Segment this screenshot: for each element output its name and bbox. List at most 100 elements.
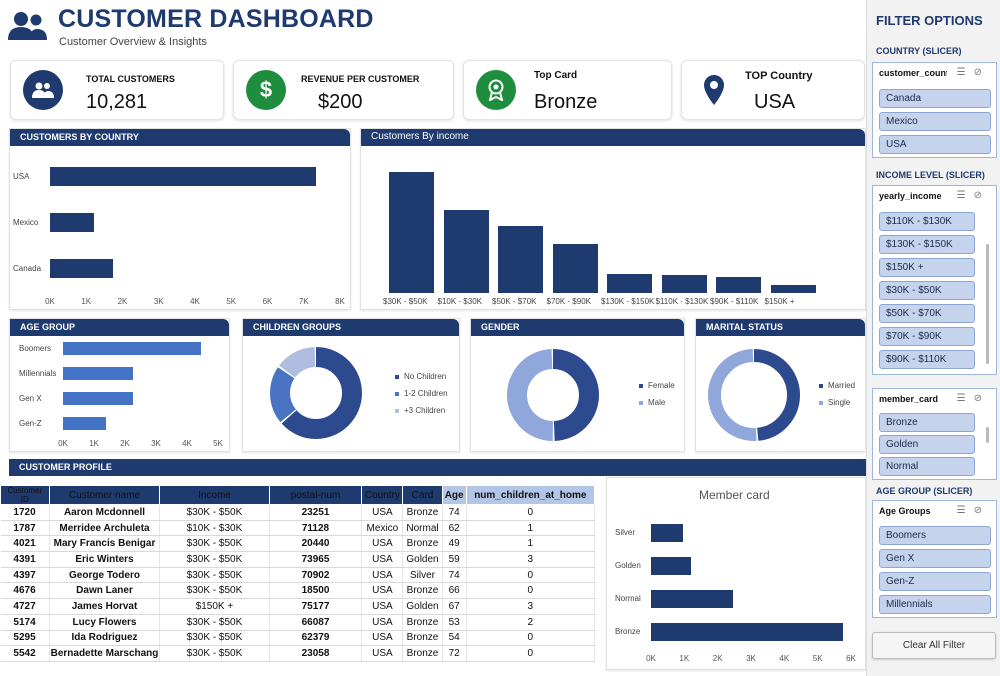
- donut-slice: [708, 349, 800, 441]
- x-tick-label: 0K: [58, 439, 68, 448]
- marital-status-panel: MARITAL STATUS Married Single: [695, 318, 866, 452]
- slicer-item-golden[interactable]: Golden: [879, 435, 975, 454]
- bar: [50, 213, 94, 232]
- table-cell: Bronze: [402, 614, 443, 631]
- clear-all-filter-button[interactable]: Clear All Filter: [872, 632, 996, 659]
- table-row[interactable]: 4676 Dawn Laner $30K - $50K 18500 USA Bronze 6…: [0, 582, 596, 600]
- slicer-item-income[interactable]: $130K - $150K: [879, 235, 975, 254]
- x-tick-label: 3K: [151, 439, 161, 448]
- slicer-item-canada[interactable]: Canada: [879, 89, 991, 108]
- panel-title: CHILDREN GROUPS: [243, 319, 459, 336]
- panel-title: MARITAL STATUS: [696, 319, 865, 336]
- column-header[interactable]: Income: [159, 485, 270, 505]
- multi-select-icon[interactable]: ☰⊘: [956, 190, 990, 201]
- slicer-item-normal[interactable]: Normal: [879, 457, 975, 476]
- table-row[interactable]: 5174 Lucy Flowers $30K - $50K 66087 USA Bronz…: [0, 614, 596, 631]
- x-tick-label: $130K - $150K: [601, 297, 655, 306]
- table-cell: Bernadette Marschang: [49, 645, 161, 662]
- column-header[interactable]: Customer name: [48, 485, 161, 505]
- column-header[interactable]: num_children_at_home: [465, 485, 596, 505]
- table-row[interactable]: 4391 Eric Winters $30K - $50K 73965 USA Golde…: [0, 551, 596, 568]
- table-row[interactable]: 1720 Aaron Mcdonnell $30K - $50K 23251 USA Br…: [0, 504, 596, 521]
- column-header[interactable]: Age: [441, 485, 467, 505]
- table-cell: Golden: [402, 598, 443, 615]
- donut-slice: [507, 349, 599, 441]
- table-row[interactable]: 5295 Ida Rodriguez $30K - $50K 62379 USA Bron…: [0, 630, 596, 647]
- column-header[interactable]: Card: [402, 485, 443, 505]
- x-tick-label: 1K: [89, 439, 99, 448]
- slicer-item-mexico[interactable]: Mexico: [879, 112, 991, 131]
- slicer-item-millennials[interactable]: Millennials: [879, 595, 991, 614]
- table-cell: 0: [466, 645, 596, 662]
- category-label: Golden: [615, 561, 641, 570]
- table-cell: 0: [466, 504, 596, 521]
- multi-select-icon[interactable]: ☰⊘: [956, 505, 990, 516]
- table-row[interactable]: 5542 Bernadette Marschang $30K - $50K 23058…: [0, 645, 596, 662]
- table-cell: 1720: [0, 504, 50, 521]
- column-header[interactable]: Country: [361, 485, 404, 505]
- table-cell: 4676: [0, 582, 50, 600]
- legend-label: Male: [648, 398, 666, 407]
- table-row[interactable]: 4397 George Todero $30K - $50K 70902 USA Silv…: [0, 567, 596, 584]
- table-cell: Aaron Mcdonnell: [49, 504, 161, 521]
- table-cell: Mexico: [361, 520, 404, 537]
- slicer-item-income[interactable]: $70K - $90K: [879, 327, 975, 346]
- slicer-scrollbar[interactable]: [986, 427, 989, 443]
- slicer-item-gen-x[interactable]: Gen X: [879, 549, 991, 568]
- table-cell: 62379: [269, 630, 363, 647]
- slicer-scrollbar[interactable]: [986, 244, 989, 364]
- slicer-item-gen-z[interactable]: Gen-Z: [879, 572, 991, 591]
- slicer-item-boomers[interactable]: Boomers: [879, 526, 991, 545]
- column-header[interactable]: postal-num: [268, 485, 363, 505]
- customer-profile-table: Customer ID Customer name Income postal-…: [0, 485, 596, 662]
- table-cell: Eric Winters: [49, 551, 161, 568]
- column-header[interactable]: Customer ID: [0, 485, 50, 505]
- income-slicer-caption: INCOME LEVEL (SLICER): [876, 170, 985, 180]
- age-slicer-caption: AGE GROUP (SLICER): [876, 486, 973, 496]
- slicer-item-income[interactable]: $150K +: [879, 258, 975, 277]
- multi-select-icon[interactable]: ☰⊘: [956, 67, 990, 78]
- x-tick-label: 3K: [153, 297, 164, 306]
- bar: [651, 524, 683, 542]
- category-label: Boomers: [19, 343, 52, 353]
- bar: [607, 274, 652, 293]
- table-row[interactable]: 1787 Merridee Archuleta $10K - $30K 71128 Me…: [0, 520, 596, 537]
- legend-item: +3 Children: [395, 406, 445, 415]
- table-cell: Dawn Laner: [49, 582, 161, 600]
- bar: [50, 259, 113, 278]
- dashboard-subtitle: Customer Overview & Insights: [59, 36, 207, 48]
- slicer-item-bronze[interactable]: Bronze: [879, 413, 975, 432]
- legend-swatch: [819, 400, 823, 405]
- multi-select-icon[interactable]: ☰⊘: [956, 393, 990, 404]
- table-cell: 66: [442, 582, 467, 600]
- kpi-label: REVENUE PER CUSTOMER: [301, 74, 420, 84]
- table-cell: Normal: [402, 520, 443, 537]
- table-row[interactable]: 4727 James Horvat $150K +75177 USA Golden 67 3: [0, 598, 596, 615]
- bar: [63, 417, 107, 430]
- x-tick-label: 4K: [190, 297, 200, 306]
- table-cell: $30K - $50K: [159, 582, 270, 600]
- kpi-label: TOTAL CUSTOMERS: [86, 74, 175, 84]
- slicer-field-name: Age Groups: [879, 506, 931, 516]
- table-cell: 66087: [269, 614, 363, 631]
- slicer-item-income[interactable]: $50K - $70K: [879, 304, 975, 323]
- slicer-field-name: yearly_income: [879, 191, 942, 201]
- slicer-item-income[interactable]: $110K - $130K: [879, 212, 975, 231]
- panel-title: CUSTOMERS BY COUNTRY: [10, 129, 350, 146]
- x-tick-label: 7K: [298, 297, 309, 306]
- slicer-item-income[interactable]: $90K - $110K: [879, 350, 975, 369]
- table-row[interactable]: 4021 Mary Francis Benigar $30K - $50K 20440…: [0, 535, 596, 553]
- table-cell: 1: [466, 535, 596, 553]
- table-cell: Bronze: [402, 630, 443, 647]
- x-tick-label: $70K - $90K: [546, 297, 591, 306]
- slicer-item-usa[interactable]: USA: [879, 135, 991, 154]
- donut-svg: [270, 347, 362, 439]
- table-cell: 4391: [0, 551, 50, 568]
- gender-panel: GENDER Female Male: [470, 318, 685, 452]
- table-cell: 71128: [269, 520, 363, 537]
- table-cell: USA: [361, 504, 404, 521]
- slicer-item-income[interactable]: $30K - $50K: [879, 281, 975, 300]
- bar: [770, 284, 816, 293]
- table-cell: Bronze: [402, 645, 443, 662]
- x-tick-label: 6K: [846, 654, 856, 663]
